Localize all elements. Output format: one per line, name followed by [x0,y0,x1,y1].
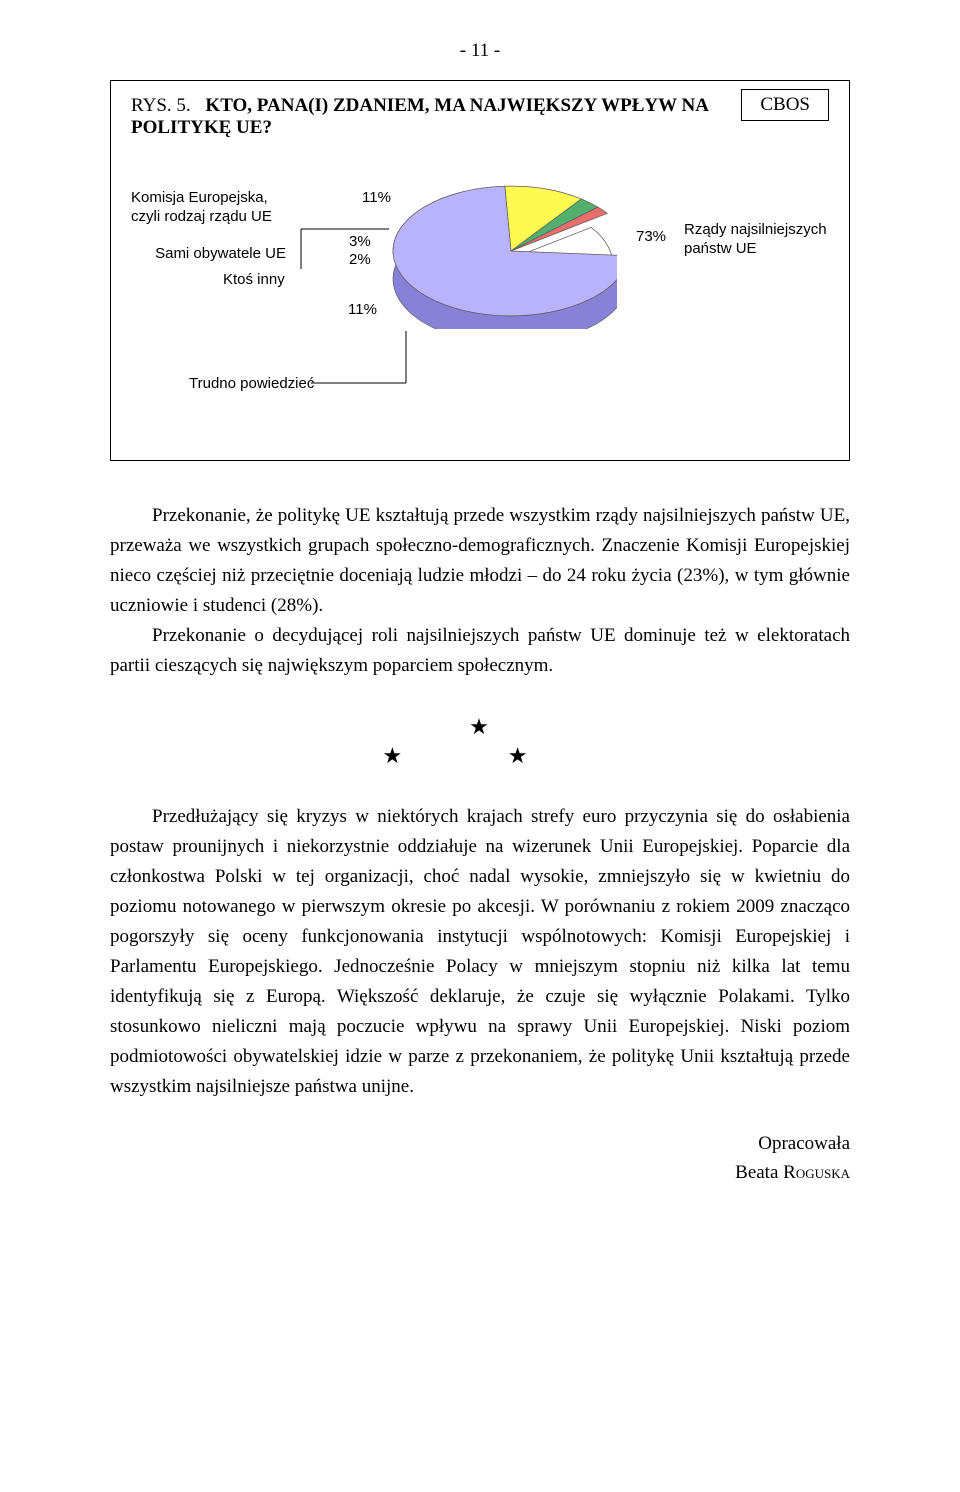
cbos-badge: CBOS [741,89,829,121]
value-komisja: 11% [362,189,391,208]
author-line1: Opracowała [110,1130,850,1159]
stars-divider: ★ ★ ★ [110,713,850,770]
value-ktos: 2% [349,251,371,270]
label-rzady: Rządy najsilniejszychpaństw UE [684,221,849,259]
value-rzady: 73% [636,228,666,247]
value-sami: 3% [349,233,371,252]
label-trudno: Trudno powiedzieć [189,375,314,394]
body-text: Przekonanie, że politykę UE kształtują p… [110,501,850,681]
paragraph-2: Przekonanie o decydującej roli najsilnie… [110,621,850,681]
author-block: Opracowała Beata Roguska [110,1130,850,1187]
paragraph-1: Przekonanie, że politykę UE kształtują p… [110,501,850,621]
figure-number: RYS. 5. [131,95,191,116]
figure-question: KTO, PANA(I) ZDANIEM, MA NAJWIĘKSZY WPŁY… [131,95,708,138]
pie-chart: Komisja Europejska,czyli rodzaj rządu UE… [131,151,829,436]
figure-container: RYS. 5. KTO, PANA(I) ZDANIEM, MA NAJWIĘK… [110,80,850,461]
body-text-2: Przedłużający się kryzys w niektórych kr… [110,802,850,1102]
label-komisja: Komisja Europejska,czyli rodzaj rządu UE [131,189,306,227]
paragraph-3: Przedłużający się kryzys w niektórych kr… [110,802,850,1102]
author-surname: Roguska [783,1162,850,1183]
label-sami: Sami obywatele UE [151,245,286,264]
label-ktos: Ktoś inny [223,271,285,290]
page-number: - 11 - [110,40,850,62]
author-line2: Beata Roguska [110,1159,850,1188]
author-firstname: Beata [735,1162,783,1183]
value-trudno: 11% [348,301,377,320]
